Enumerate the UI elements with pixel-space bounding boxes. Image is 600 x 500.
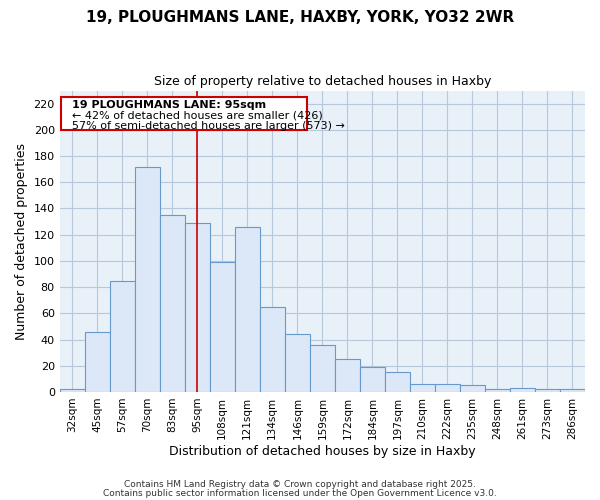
Bar bbox=[135, 166, 160, 392]
Title: Size of property relative to detached houses in Haxby: Size of property relative to detached ho… bbox=[154, 75, 491, 88]
Y-axis label: Number of detached properties: Number of detached properties bbox=[15, 143, 28, 340]
Bar bbox=[385, 372, 410, 392]
Bar bbox=[260, 307, 285, 392]
Bar bbox=[560, 390, 585, 392]
Text: 19, PLOUGHMANS LANE, HAXBY, YORK, YO32 2WR: 19, PLOUGHMANS LANE, HAXBY, YORK, YO32 2… bbox=[86, 10, 514, 25]
Bar bbox=[335, 359, 360, 392]
Text: 57% of semi-detached houses are larger (573) →: 57% of semi-detached houses are larger (… bbox=[72, 120, 345, 130]
Text: Contains HM Land Registry data © Crown copyright and database right 2025.: Contains HM Land Registry data © Crown c… bbox=[124, 480, 476, 489]
Bar bbox=[210, 262, 235, 392]
Bar bbox=[485, 390, 510, 392]
Bar bbox=[285, 334, 310, 392]
Bar bbox=[435, 384, 460, 392]
Bar bbox=[510, 388, 535, 392]
Text: 19 PLOUGHMANS LANE: 95sqm: 19 PLOUGHMANS LANE: 95sqm bbox=[72, 100, 266, 110]
Text: ← 42% of detached houses are smaller (426): ← 42% of detached houses are smaller (42… bbox=[72, 110, 323, 120]
Bar bbox=[59, 390, 85, 392]
X-axis label: Distribution of detached houses by size in Haxby: Distribution of detached houses by size … bbox=[169, 444, 476, 458]
Bar bbox=[535, 390, 560, 392]
Bar bbox=[360, 367, 385, 392]
Bar bbox=[310, 345, 335, 392]
FancyBboxPatch shape bbox=[61, 97, 307, 130]
Bar bbox=[110, 280, 135, 392]
Text: Contains public sector information licensed under the Open Government Licence v3: Contains public sector information licen… bbox=[103, 488, 497, 498]
Bar bbox=[185, 223, 210, 392]
Bar bbox=[460, 386, 485, 392]
Bar bbox=[160, 215, 185, 392]
Bar bbox=[235, 227, 260, 392]
Bar bbox=[410, 384, 435, 392]
Bar bbox=[85, 332, 110, 392]
